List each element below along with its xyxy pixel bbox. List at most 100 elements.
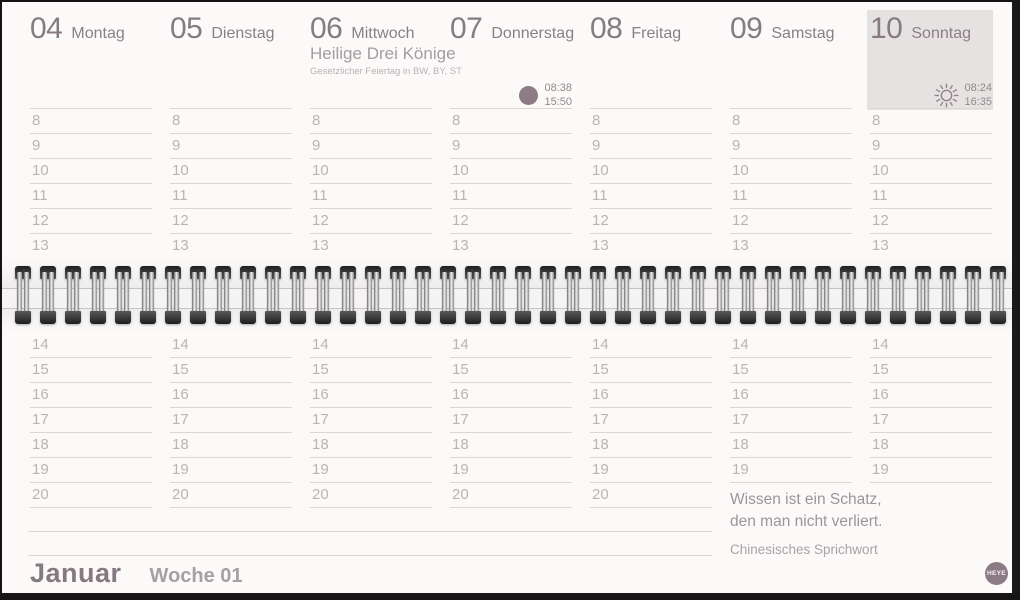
hour-row: 9 [310, 133, 432, 158]
spiral-wire [949, 272, 954, 318]
hour-row: 14 [310, 332, 432, 357]
hour-row: 9 [730, 133, 852, 158]
day-number: 05 [170, 12, 203, 45]
hour-row: 9 [870, 133, 992, 158]
photo-edge-top [0, 0, 1020, 2]
spiral-loop [490, 266, 506, 324]
spiral-wire [999, 272, 1004, 318]
spiral-wire [624, 272, 629, 318]
spiral-wire [824, 272, 829, 318]
spiral-loop [115, 266, 131, 324]
spiral-wire [742, 272, 747, 318]
spiral-loop [890, 266, 906, 324]
hour-row: 17 [30, 407, 152, 432]
day-number: 04 [30, 12, 63, 45]
hour-row: 15 [870, 357, 992, 382]
spiral-wire [267, 272, 272, 318]
spiral-wire [574, 272, 579, 318]
spiral-loop [740, 266, 756, 324]
spiral-loop [565, 266, 581, 324]
hour-row: 9 [590, 133, 712, 158]
sun-icon [935, 83, 959, 108]
spiral-wire [849, 272, 854, 318]
hour-row: 12 [730, 208, 852, 233]
spiral-loop [290, 266, 306, 324]
spiral-wire [17, 272, 22, 318]
hour-row: 18 [30, 432, 152, 457]
hour-grid-morning: 8 9 10 11 12 13 [870, 108, 992, 259]
hour-row: 18 [170, 432, 292, 457]
spiral-wire [74, 272, 79, 318]
spiral-loop [340, 266, 356, 324]
hour-row: 20 [30, 482, 152, 507]
hour-row: 20 [310, 482, 432, 507]
hour-row: 17 [450, 407, 572, 432]
spiral-wire [174, 272, 179, 318]
day-number: 07 [450, 12, 483, 45]
hour-row: 15 [170, 357, 292, 382]
spiral-loop [540, 266, 556, 324]
spiral-loop [640, 266, 656, 324]
notes-line [28, 531, 712, 532]
spiral-loop [840, 266, 856, 324]
hour-row: 10 [590, 158, 712, 183]
hour-grid-afternoon: 14 15 16 17 18 19 20 [30, 332, 152, 508]
hour-row: 17 [730, 407, 852, 432]
spiral-wire [449, 272, 454, 318]
hour-row: 8 [450, 108, 572, 133]
hour-row: 19 [310, 457, 432, 482]
hour-row: 15 [30, 357, 152, 382]
spiral-wire [667, 272, 672, 318]
hour-row: 14 [870, 332, 992, 357]
hour-row: 13 [170, 233, 292, 258]
hour-row: 8 [170, 108, 292, 133]
day-header: 09 Samstag [730, 14, 852, 44]
heye-logo: HEYE [985, 562, 1008, 585]
hour-row: 16 [310, 382, 432, 407]
spiral-wire [974, 272, 979, 318]
day-column-mittwoch: 06 Mittwoch Heilige Drei Könige Gesetzliche… [310, 0, 462, 600]
hour-row: 11 [590, 183, 712, 208]
spiral-wire [792, 272, 797, 318]
hour-grid-afternoon: 14 15 16 17 18 19 [870, 332, 992, 483]
hour-row: 8 [730, 108, 852, 133]
hour-row: 11 [30, 183, 152, 208]
astro-info: 08:24 16:35 [933, 81, 992, 110]
spiral-wire [567, 272, 572, 318]
hour-row: 19 [730, 457, 852, 482]
hour-row: 10 [870, 158, 992, 183]
photo-edge-right [1012, 0, 1020, 600]
day-column-sonntag: 10 Sonntag 08:24 16:35 8 9 10 11 12 13 14 15 16 17 18 1… [867, 0, 993, 600]
hour-row: 11 [870, 183, 992, 208]
hour-grid-afternoon: 14 15 16 17 18 19 20 [590, 332, 712, 508]
spiral-loop [940, 266, 956, 324]
day-column-montag: 04 Montag 8 9 10 11 12 13 14 15 16 17 18 19 20 [30, 0, 152, 600]
spiral-wire [867, 272, 872, 318]
astro-times: 08:24 16:35 [964, 81, 992, 110]
hour-row: 14 [450, 332, 572, 357]
spiral-wire [299, 272, 304, 318]
spiral-wire [117, 272, 122, 318]
spiral-loop [815, 266, 831, 324]
spiral-wire [99, 272, 104, 318]
day-header: 06 Mittwoch [310, 14, 432, 44]
spiral-wire [142, 272, 147, 318]
day-number: 10 [870, 12, 903, 45]
hour-row: 18 [730, 432, 852, 457]
hour-row: 20 [450, 482, 572, 507]
spiral-wire [542, 272, 547, 318]
spiral-wire [992, 272, 997, 318]
spiral-wire [242, 272, 247, 318]
spiral-wire [24, 272, 29, 318]
day-name: Freitag [631, 25, 682, 42]
spiral-wire [317, 272, 322, 318]
hour-grid-afternoon: 14 15 16 17 18 19 20 [450, 332, 572, 508]
week-label: Woche 01 [149, 565, 243, 587]
hour-row: 12 [590, 208, 712, 233]
hour-row: 19 [590, 457, 712, 482]
spiral-wire [674, 272, 679, 318]
astro-time: 08:38 [544, 82, 572, 94]
hour-row: 11 [730, 183, 852, 208]
hour-row: 18 [870, 432, 992, 457]
